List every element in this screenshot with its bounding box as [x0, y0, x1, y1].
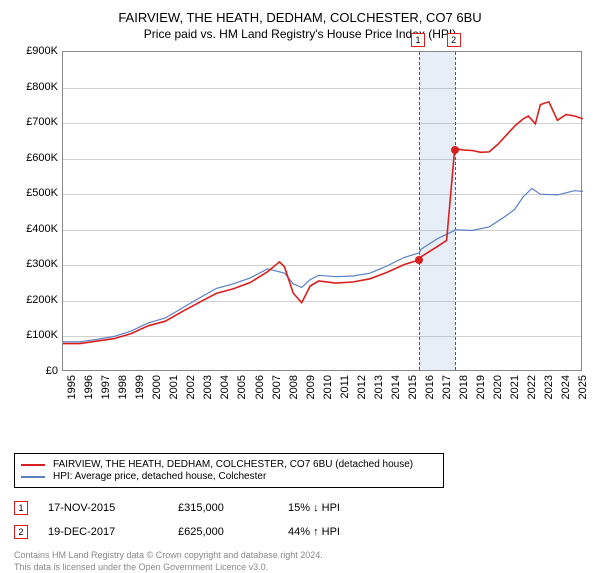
- x-tick-label: 2019: [475, 375, 487, 405]
- transaction-row: 2 19-DEC-2017£625,00044% ↑ HPI: [14, 520, 586, 544]
- x-tick-label: 2005: [236, 375, 248, 405]
- x-tick-label: 2025: [577, 375, 589, 405]
- y-tick-label: £500K: [14, 187, 58, 199]
- chart-area: £0 £100K £200K £300K £400K £500K £600K £700K £80…: [14, 47, 586, 407]
- x-tick-label: 2021: [509, 375, 521, 405]
- x-tick-label: 1998: [117, 375, 129, 405]
- y-tick-label: £400K: [14, 223, 58, 235]
- series-hpi: [63, 189, 583, 342]
- x-tick-label: 2023: [543, 375, 555, 405]
- transaction-dot: [451, 146, 459, 154]
- legend-swatch: [21, 476, 45, 478]
- x-tick-label: 2006: [254, 375, 266, 405]
- y-tick-label: £0: [14, 365, 58, 377]
- transaction-dot: [415, 256, 423, 264]
- y-tick-label: £900K: [14, 45, 58, 57]
- transaction-marker: 1: [411, 33, 425, 47]
- transactions-table: 1 17-NOV-2015£315,00015% ↓ HPI 2 19-DEC-201…: [14, 496, 586, 544]
- x-tick-label: 2022: [526, 375, 538, 405]
- x-tick-label: 2002: [185, 375, 197, 405]
- y-tick-label: £700K: [14, 116, 58, 128]
- x-tick-label: 2013: [373, 375, 385, 405]
- x-tick-label: 2020: [492, 375, 504, 405]
- x-tick-label: 2014: [390, 375, 402, 405]
- y-tick-label: £100K: [14, 329, 58, 341]
- x-tick-label: 2015: [407, 375, 419, 405]
- transaction-delta: 15% ↓ HPI: [288, 502, 408, 514]
- transaction-price: £625,000: [178, 526, 288, 538]
- transaction-row-marker: 2: [14, 525, 28, 539]
- plot-region: [62, 51, 582, 371]
- legend-swatch: [21, 464, 45, 466]
- x-tick-label: 2018: [458, 375, 470, 405]
- x-tick-label: 1997: [100, 375, 112, 405]
- x-tick-label: 2024: [560, 375, 572, 405]
- x-tick-label: 1999: [134, 375, 146, 405]
- x-tick-label: 1995: [66, 375, 78, 405]
- x-tick-label: 2001: [168, 375, 180, 405]
- transaction-delta: 44% ↑ HPI: [288, 526, 408, 538]
- legend-label: HPI: Average price, detached house, Colc…: [53, 471, 266, 482]
- x-tick-label: 2004: [219, 375, 231, 405]
- series-property: [63, 102, 583, 344]
- transaction-row-marker: 1: [14, 501, 28, 515]
- transaction-row: 1 17-NOV-2015£315,00015% ↓ HPI: [14, 496, 586, 520]
- transaction-date: 17-NOV-2015: [48, 502, 178, 514]
- chart-subtitle: Price paid vs. HM Land Registry's House …: [14, 27, 586, 41]
- legend-label: FAIRVIEW, THE HEATH, DEDHAM, COLCHESTER,…: [53, 459, 413, 470]
- x-tick-label: 2016: [424, 375, 436, 405]
- x-tick-label: 2017: [441, 375, 453, 405]
- y-tick-label: £800K: [14, 81, 58, 93]
- x-tick-label: 2008: [288, 375, 300, 405]
- transaction-marker: 2: [447, 33, 461, 47]
- x-tick-label: 2012: [356, 375, 368, 405]
- x-tick-label: 1996: [83, 375, 95, 405]
- x-tick-label: 2011: [339, 375, 351, 405]
- chart-title: FAIRVIEW, THE HEATH, DEDHAM, COLCHESTER,…: [14, 10, 586, 25]
- x-tick-label: 2000: [151, 375, 163, 405]
- x-tick-label: 2003: [202, 375, 214, 405]
- y-tick-label: £200K: [14, 294, 58, 306]
- footer-attribution: Contains HM Land Registry data © Crown c…: [14, 550, 586, 573]
- y-tick-label: £300K: [14, 258, 58, 270]
- y-tick-label: £600K: [14, 152, 58, 164]
- legend: FAIRVIEW, THE HEATH, DEDHAM, COLCHESTER,…: [14, 453, 444, 488]
- legend-item: HPI: Average price, detached house, Colc…: [21, 471, 437, 482]
- legend-item: FAIRVIEW, THE HEATH, DEDHAM, COLCHESTER,…: [21, 459, 437, 470]
- transaction-date: 19-DEC-2017: [48, 526, 178, 538]
- x-tick-label: 2007: [271, 375, 283, 405]
- transaction-price: £315,000: [178, 502, 288, 514]
- footer-line-2: This data is licensed under the Open Gov…: [14, 562, 586, 573]
- x-tick-label: 2010: [322, 375, 334, 405]
- x-tick-label: 2009: [305, 375, 317, 405]
